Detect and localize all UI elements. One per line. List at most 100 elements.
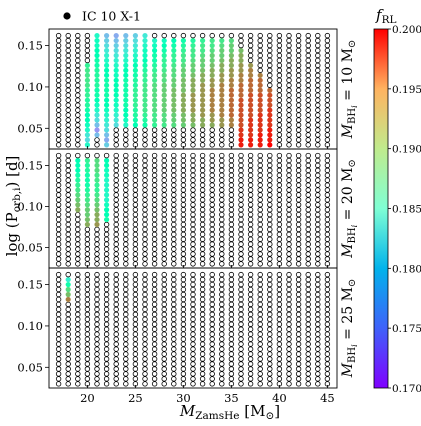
empty-grid-point — [238, 271, 244, 278]
empty-grid-point — [324, 371, 331, 377]
data-point — [248, 137, 254, 143]
empty-grid-point — [190, 356, 196, 362]
empty-grid-point — [65, 192, 71, 198]
empty-grid-point — [180, 306, 187, 313]
empty-grid-point — [190, 177, 196, 183]
empty-grid-point — [324, 77, 331, 84]
data-point — [190, 102, 196, 108]
empty-grid-point — [161, 296, 167, 303]
empty-grid-point — [315, 286, 321, 293]
empty-grid-point — [113, 207, 119, 213]
empty-grid-point — [276, 137, 283, 143]
data-point — [257, 142, 263, 148]
empty-grid-point — [219, 221, 225, 228]
empty-grid-point — [324, 132, 331, 138]
empty-grid-point — [171, 197, 177, 203]
empty-grid-point — [219, 231, 225, 238]
empty-grid-point — [65, 92, 71, 98]
panel-frame — [48, 267, 338, 389]
empty-grid-point — [199, 207, 206, 213]
empty-grid-point — [84, 366, 91, 372]
empty-grid-point — [276, 271, 283, 278]
empty-grid-point — [142, 306, 148, 313]
empty-grid-point — [228, 221, 235, 228]
empty-grid-point — [276, 182, 283, 188]
empty-grid-point — [113, 246, 119, 252]
empty-grid-point — [123, 336, 129, 342]
empty-grid-point — [132, 366, 139, 372]
empty-grid-point — [305, 316, 311, 323]
empty-grid-point — [305, 376, 311, 382]
empty-grid-point — [103, 251, 110, 257]
empty-grid-point — [286, 356, 292, 362]
empty-grid-point — [257, 306, 263, 313]
empty-grid-point — [324, 256, 331, 262]
empty-grid-point — [276, 281, 283, 288]
data-point — [132, 112, 138, 118]
empty-grid-point — [199, 246, 206, 252]
empty-grid-point — [190, 202, 196, 208]
data-point — [200, 102, 206, 108]
empty-grid-point — [324, 211, 331, 218]
empty-grid-point — [190, 366, 196, 372]
empty-grid-point — [103, 361, 110, 367]
empty-grid-point — [247, 236, 254, 242]
data-point — [228, 87, 234, 93]
empty-grid-point — [286, 172, 292, 178]
data-point — [75, 197, 81, 203]
data-point — [104, 112, 110, 118]
empty-grid-point — [123, 226, 129, 233]
data-point — [238, 132, 244, 138]
data-point — [104, 212, 110, 218]
empty-grid-point — [65, 32, 71, 39]
empty-grid-point — [84, 311, 91, 318]
empty-grid-point — [103, 271, 110, 278]
data-point — [190, 87, 196, 93]
empty-grid-point — [219, 197, 225, 203]
empty-grid-point — [123, 281, 129, 288]
empty-grid-point — [199, 231, 206, 238]
legend: IC 10 X-1 — [63, 9, 141, 24]
empty-grid-point — [161, 221, 167, 228]
colorbar-label-main: f — [375, 6, 384, 24]
data-point — [104, 216, 110, 223]
empty-grid-point — [55, 291, 62, 298]
empty-grid-point — [295, 182, 302, 188]
empty-grid-point — [84, 47, 91, 54]
empty-grid-point — [247, 216, 254, 223]
empty-grid-point — [267, 316, 273, 323]
data-point — [161, 87, 167, 93]
data-point — [84, 212, 90, 218]
empty-grid-point — [315, 271, 321, 278]
empty-grid-point — [315, 361, 321, 367]
empty-grid-point — [324, 167, 331, 174]
empty-grid-point — [295, 167, 302, 174]
empty-grid-point — [103, 246, 110, 252]
empty-grid-point — [295, 311, 302, 318]
empty-grid-point — [238, 231, 244, 238]
empty-grid-point — [55, 202, 62, 208]
empty-grid-point — [315, 261, 321, 267]
empty-grid-point — [286, 72, 292, 79]
empty-grid-point — [219, 356, 225, 362]
empty-grid-point — [180, 132, 187, 138]
empty-grid-point — [65, 371, 71, 377]
empty-grid-point — [257, 182, 263, 188]
empty-grid-point — [132, 296, 139, 303]
empty-grid-point — [180, 311, 187, 318]
empty-grid-point — [295, 152, 302, 159]
empty-grid-point — [55, 301, 62, 308]
empty-grid-point — [103, 326, 110, 332]
empty-grid-point — [180, 271, 187, 278]
empty-grid-point — [228, 197, 235, 203]
empty-grid-point — [295, 157, 302, 164]
empty-grid-point — [209, 216, 215, 223]
empty-grid-point — [286, 187, 292, 193]
empty-grid-point — [315, 57, 321, 64]
empty-grid-point — [286, 87, 292, 93]
empty-grid-point — [305, 207, 311, 213]
empty-grid-point — [286, 52, 292, 59]
empty-grid-point — [267, 321, 273, 327]
empty-grid-point — [199, 256, 206, 262]
empty-grid-point — [257, 286, 263, 293]
